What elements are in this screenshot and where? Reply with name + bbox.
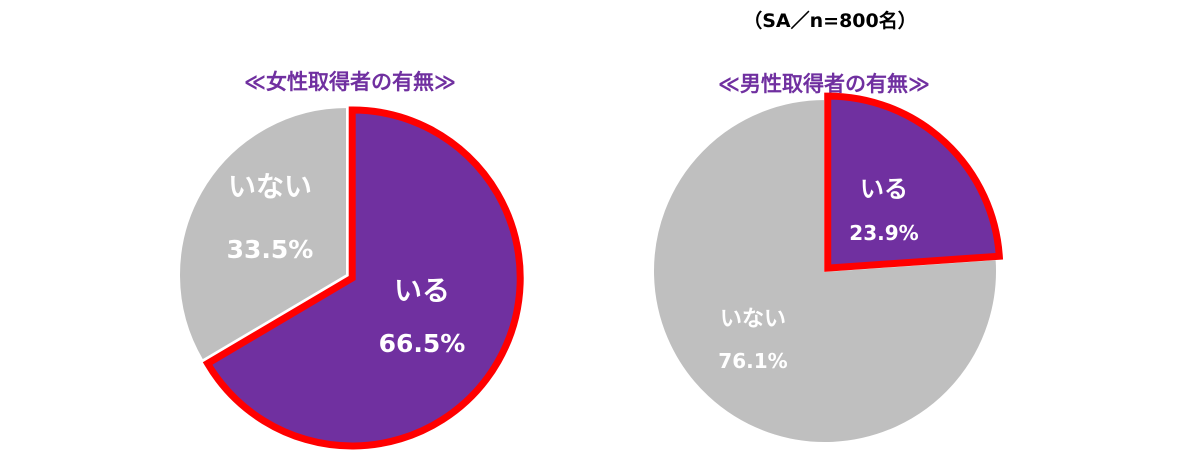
slice-iru-women <box>202 106 524 450</box>
slice-label-women-0: いる <box>394 274 450 307</box>
slice-inai-women <box>178 105 348 362</box>
slice-value-men-1: 76.1% <box>718 349 787 373</box>
slice-value-women-0: 66.5% <box>379 329 466 358</box>
slice-label-men-1: いない <box>720 307 786 332</box>
slice-label-men-0: いる <box>860 175 908 203</box>
slice-value-men-0: 23.9% <box>849 221 918 245</box>
slice-value-women-1: 33.5% <box>227 235 314 264</box>
slice-label-women-1: いない <box>228 170 312 203</box>
pie-men: いる 23.9% いない 76.1% <box>652 92 1004 444</box>
chart-title-men: ≪男性取得者の有無≫ <box>718 72 930 96</box>
pie-women: いる 66.5% いない 33.5% <box>178 105 524 450</box>
sample-note: （SA／n=800名） <box>743 10 917 32</box>
chart-title-women: ≪女性取得者の有無≫ <box>244 70 456 94</box>
slice-iru-men <box>824 92 1004 272</box>
